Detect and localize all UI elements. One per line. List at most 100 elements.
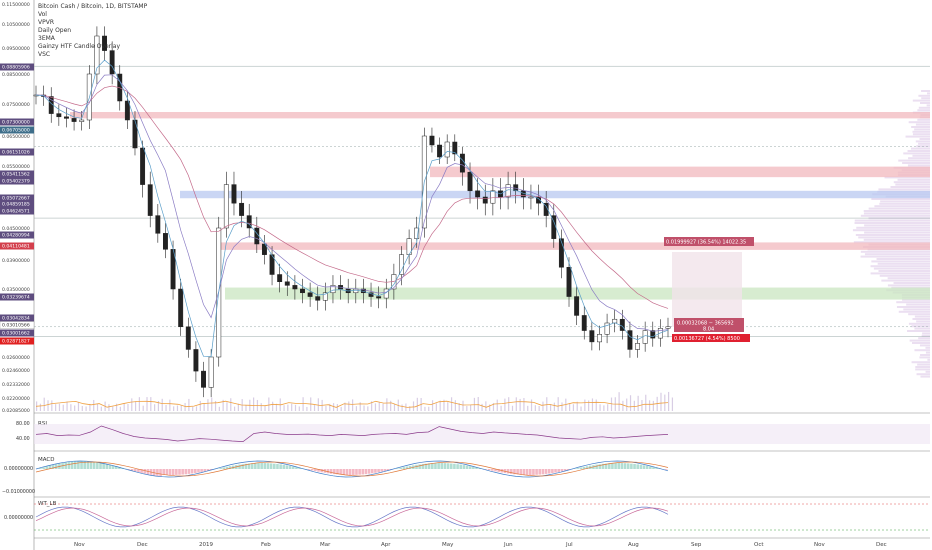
candle-body (529, 197, 533, 198)
volume-bar (40, 404, 41, 411)
volume-bar (283, 405, 284, 411)
volume-bar (504, 399, 505, 411)
vpvr-bar (874, 205, 930, 207)
candle-body (277, 275, 281, 282)
volume-bar (500, 406, 501, 411)
candle-body (437, 145, 441, 157)
time-axis-label: Dec (137, 542, 148, 548)
volume-bar (550, 404, 551, 411)
volume-bar (451, 397, 452, 411)
vpvr-bar (897, 306, 930, 308)
vpvr-bar (864, 210, 930, 212)
volume-bar (607, 404, 608, 411)
volume-bar (261, 403, 262, 411)
candle-body (133, 120, 137, 148)
volume-bar (188, 399, 189, 411)
vpvr-bar (894, 181, 930, 183)
volume-bar (592, 398, 593, 411)
macd-histogram-bar (162, 469, 165, 475)
measure-box (672, 252, 742, 327)
vpvr-bar (922, 332, 930, 334)
vpvr-bar (916, 140, 930, 142)
vpvr-bar (916, 145, 930, 147)
price-tick-label: 0.02600000 (2, 355, 30, 361)
macd-histogram-bar (365, 469, 368, 474)
volume-bar (303, 397, 304, 411)
volume-bar (379, 402, 380, 411)
candle-body (293, 285, 297, 289)
volume-bar (440, 401, 441, 411)
macd-histogram-bar (557, 469, 560, 472)
price-badge-label: 0.05402379 (2, 179, 30, 185)
macd-histogram-bar (267, 463, 270, 469)
macd-histogram-bar (292, 467, 295, 469)
candle-body (635, 343, 639, 349)
volume-bar (146, 397, 147, 411)
macd-histogram-bar (466, 466, 469, 469)
vpvr-bar (919, 356, 930, 358)
volume-bar (531, 399, 532, 411)
volume-bar (386, 398, 387, 411)
macd-histogram-bar (178, 469, 181, 475)
macd-histogram-bar (371, 469, 374, 473)
macd-histogram-bar (68, 462, 71, 469)
vpvr-bar (855, 222, 930, 224)
volume-bar (200, 401, 201, 411)
candle-body (559, 239, 563, 268)
vpvr-bar (856, 227, 930, 229)
measure-bot-label: 0.00136727 (4.54%) 8500 (674, 336, 740, 342)
candle-body (643, 331, 647, 344)
macd-histogram-bar (561, 469, 564, 471)
volume-bar (363, 405, 364, 411)
candle-body (582, 315, 586, 330)
volume-bar (649, 400, 650, 411)
vpvr-bar (917, 119, 930, 121)
volume-bar (268, 397, 269, 411)
vpvr-bar (916, 320, 930, 322)
legend: Bitcoin Cash / Bitcoin, 1D, BITSTAMP Vol… (38, 3, 147, 59)
rsi-band (34, 424, 930, 444)
vpvr-bar (898, 179, 930, 181)
vpvr-bar (908, 150, 930, 152)
vpvr-bar (912, 318, 930, 320)
macd-histogram-bar (535, 469, 538, 475)
volume-bar (264, 406, 265, 411)
time-axis-label: Dec (876, 542, 887, 548)
volume-bar (375, 403, 376, 411)
vpvr-bar (861, 215, 930, 217)
vpvr-bar (871, 265, 930, 267)
vpvr-bar (910, 340, 930, 342)
volume-bar (626, 399, 627, 411)
macd-histogram-bar (437, 463, 440, 469)
macd-tick-label: 0.00000000 (4, 466, 33, 472)
vpvr-bar (918, 143, 930, 145)
volume-bar (82, 406, 83, 411)
macd-histogram-bar (251, 463, 254, 469)
macd-histogram-bar (627, 463, 630, 469)
legend-item-vol: Vol (38, 11, 147, 19)
macd-histogram-bar (380, 469, 383, 472)
price-tick-label: 0.06500000 (2, 134, 30, 140)
zone-resistance-1 (70, 112, 930, 118)
macd-histogram-bar (532, 469, 535, 475)
price-badge-label: 0.04859185 (2, 202, 30, 208)
vpvr-bar (913, 100, 930, 102)
vpvr-bar (903, 152, 930, 154)
volume-bar (428, 407, 429, 411)
vpvr-bar (916, 124, 930, 126)
macd-histogram-bar (238, 465, 241, 469)
legend-item-3ema: 3EMA (38, 35, 147, 43)
vpvr-bar (915, 316, 930, 318)
volume-bar (287, 405, 288, 411)
time-axis-label: Aug (628, 542, 639, 548)
volume-bar (580, 407, 581, 411)
candle-body (64, 117, 68, 119)
macd-histogram-bar (185, 469, 188, 474)
volume-bar (74, 405, 75, 411)
volume-bar (485, 401, 486, 411)
volume-bar (599, 404, 600, 411)
volume-bar (124, 403, 125, 411)
volume-bar (432, 400, 433, 411)
macd-histogram-bar (491, 469, 494, 471)
